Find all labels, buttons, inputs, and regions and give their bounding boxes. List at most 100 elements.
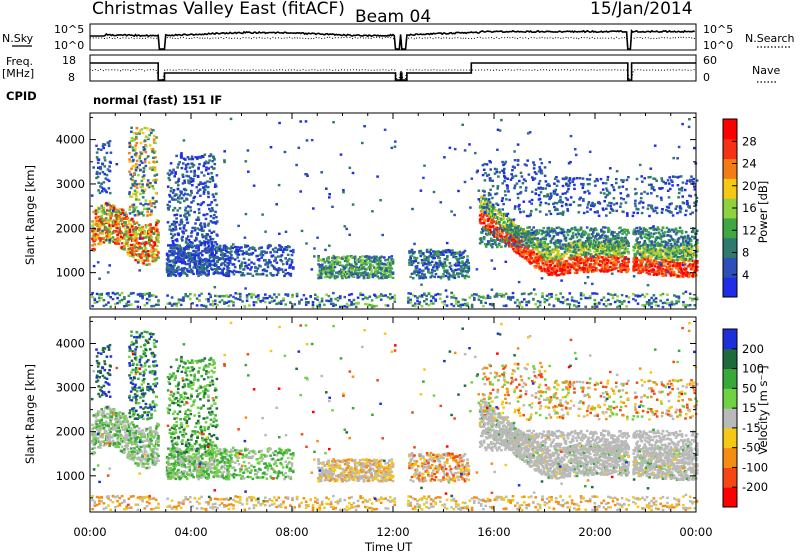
- power-cell: [424, 276, 428, 279]
- power-cell: [588, 245, 592, 248]
- power-cell: [573, 271, 577, 275]
- power-scatter: [90, 117, 699, 309]
- power-cell: [226, 247, 229, 250]
- power-cell: [275, 296, 278, 299]
- power-cell: [382, 262, 386, 266]
- power-cell: [281, 270, 285, 273]
- power-cell: [482, 237, 486, 240]
- power-cell: [481, 210, 485, 213]
- power-cell: [504, 292, 508, 295]
- power-cell: [443, 303, 447, 306]
- power-cell: [610, 255, 613, 258]
- power-cell: [203, 222, 206, 225]
- power-cell: [319, 276, 323, 280]
- power-cell: [134, 228, 137, 231]
- power-cell: [467, 269, 471, 272]
- power-cell: [269, 261, 272, 264]
- power-cell: [372, 258, 376, 261]
- power-cell: [600, 236, 603, 239]
- power-cell: [461, 303, 465, 307]
- power-cell: [327, 258, 330, 261]
- noise-left-tick-bottom: 10^0: [54, 39, 84, 52]
- power-cell: [516, 246, 519, 249]
- power-cell: [573, 253, 577, 256]
- power-cell: [575, 245, 579, 249]
- power-cell: [210, 240, 213, 244]
- power-cell: [533, 235, 536, 239]
- power-cell: [329, 265, 333, 269]
- power-cell: [157, 240, 160, 244]
- power-cell: [146, 210, 149, 213]
- power-cell: [542, 236, 546, 239]
- power-cell: [150, 204, 153, 208]
- power-cell: [622, 238, 625, 241]
- power-cell: [108, 232, 111, 236]
- power-cell: [443, 262, 447, 265]
- power-cell: [561, 301, 565, 304]
- power-cell: [149, 234, 152, 237]
- power-cell: [109, 237, 112, 241]
- power-cell: [648, 301, 651, 305]
- power-cell: [208, 229, 211, 232]
- power-cell: [354, 305, 358, 309]
- power-cell: [168, 173, 171, 177]
- power-cell: [609, 293, 612, 296]
- power-cell: [93, 301, 97, 304]
- power-cell: [417, 261, 420, 265]
- power-cell: [452, 294, 456, 297]
- power-cell: [97, 181, 100, 184]
- power-cell: [214, 210, 217, 214]
- power-cell: [677, 300, 681, 303]
- power-cell: [541, 262, 545, 265]
- power-cell: [604, 250, 607, 254]
- power-cell: [119, 230, 123, 233]
- power-cell: [428, 261, 431, 265]
- power-cell: [604, 226, 607, 229]
- power-cell: [202, 213, 205, 217]
- power-cell: [413, 272, 416, 275]
- power-cell: [116, 296, 119, 300]
- power-cell: [458, 257, 462, 260]
- power-cell: [591, 305, 594, 309]
- power-cell: [157, 231, 160, 234]
- power-cell: [276, 248, 280, 251]
- power-cell: [166, 302, 169, 305]
- date-label: 15/Jan/2014: [590, 0, 693, 19]
- power-cell: [524, 229, 527, 233]
- power-cell: [141, 161, 144, 164]
- power-cell: [202, 164, 206, 168]
- power-cell: [259, 253, 262, 256]
- power-cell: [570, 299, 574, 302]
- power-cell: [339, 296, 342, 300]
- power-cell: [165, 252, 169, 255]
- power-cell: [557, 253, 561, 256]
- power-cell: [391, 276, 395, 280]
- power-cell: [521, 255, 524, 258]
- power-cell: [603, 237, 606, 240]
- power-cell: [99, 166, 102, 169]
- power-cell: [95, 292, 99, 296]
- power-cell: [434, 250, 438, 253]
- power-cell: [115, 242, 118, 245]
- power-cell: [207, 249, 211, 252]
- power-cell: [182, 157, 186, 160]
- power-cell: [279, 302, 283, 305]
- power-cell: [284, 272, 287, 275]
- power-cell: [593, 298, 597, 302]
- power-cell: [129, 243, 133, 247]
- power-cell: [183, 214, 186, 217]
- power-cell: [173, 302, 176, 306]
- power-cell: [196, 216, 200, 219]
- power-cell: [91, 229, 94, 233]
- power-cell: [105, 151, 109, 155]
- power-cell: [338, 261, 342, 264]
- power-cell: [280, 254, 284, 257]
- power-cell: [155, 160, 159, 163]
- power-cell: [148, 133, 151, 137]
- power-cell: [93, 248, 97, 251]
- power-cell: [369, 260, 372, 263]
- power-cell: [276, 269, 280, 272]
- power-cell: [570, 296, 574, 299]
- power-cell: [535, 229, 538, 232]
- power-cell: [374, 260, 377, 264]
